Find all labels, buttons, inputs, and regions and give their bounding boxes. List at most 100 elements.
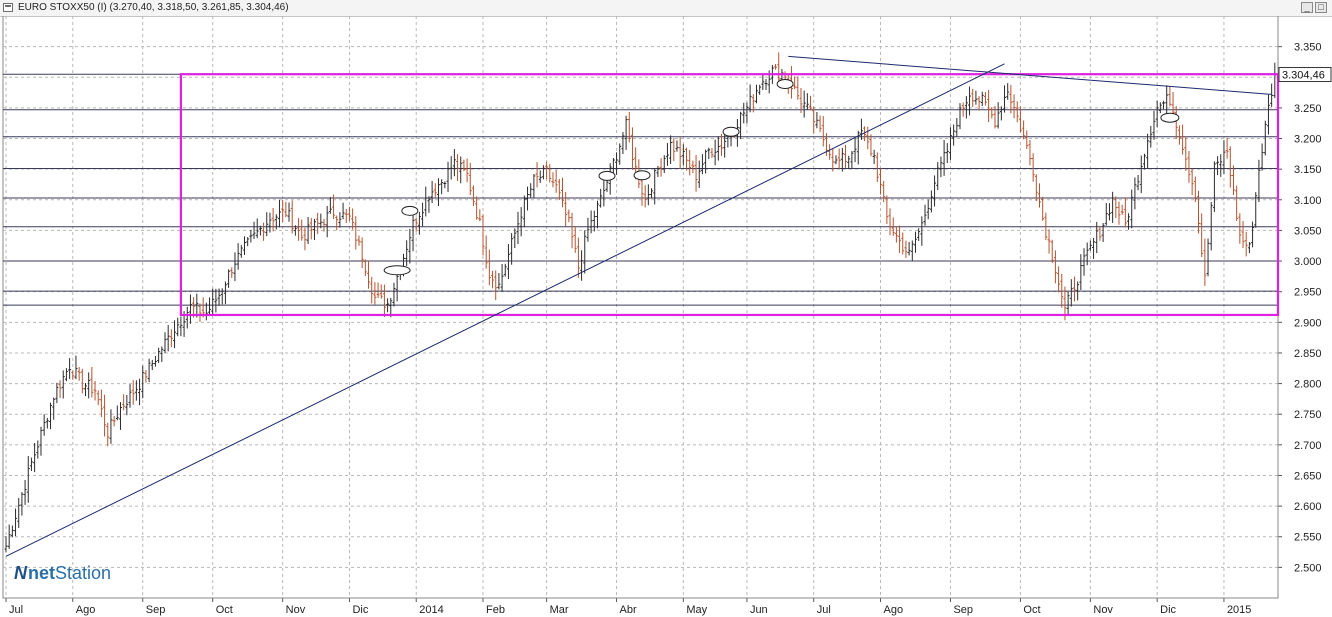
ohlc-bar bbox=[1031, 153, 1035, 182]
ohlc-bar bbox=[1079, 254, 1083, 290]
maximize-button[interactable]: □ bbox=[1315, 2, 1327, 13]
ohlc-bar bbox=[891, 217, 895, 236]
ohlc-bar bbox=[853, 137, 857, 163]
ohlc-bar bbox=[1266, 94, 1270, 135]
ohlc-bar bbox=[179, 316, 183, 337]
ohlc-bar bbox=[1177, 125, 1181, 145]
ohlc-bar bbox=[265, 212, 269, 237]
ohlc-bar bbox=[643, 185, 647, 208]
y-tick-label: 2.500 bbox=[1294, 562, 1322, 574]
ohlc-bar bbox=[754, 84, 758, 104]
ohlc-bar bbox=[999, 106, 1003, 121]
ohlc-bar bbox=[1041, 196, 1045, 221]
price-chart[interactable]: 3.3503.3003.2503.2003.1503.1003.0503.000… bbox=[0, 16, 1332, 617]
ohlc-bar bbox=[1025, 130, 1029, 149]
ohlc-bar bbox=[1088, 240, 1092, 251]
ohlc-bar bbox=[519, 207, 523, 237]
annotation-ellipse bbox=[383, 265, 411, 276]
ohlc-bar bbox=[1165, 85, 1169, 115]
ohlc-bars bbox=[4, 52, 1277, 553]
ohlc-bar bbox=[122, 394, 126, 411]
netstation-logo-mark: N bbox=[14, 563, 27, 583]
ohlc-bar bbox=[1053, 250, 1057, 284]
ohlc-bar bbox=[929, 190, 933, 213]
ohlc-bar bbox=[1006, 83, 1010, 100]
ohlc-bar bbox=[379, 284, 383, 299]
ohlc-values: (3.270,40, 3.318,50, 3.261,85, 3.304,46) bbox=[109, 2, 289, 13]
x-tick-label: Abr bbox=[620, 604, 637, 616]
ohlc-bar bbox=[427, 196, 431, 213]
ohlc-bar bbox=[599, 188, 603, 208]
ohlc-bar bbox=[1127, 213, 1131, 230]
ohlc-bar bbox=[1228, 146, 1232, 188]
x-tick-label: 2015 bbox=[1227, 604, 1251, 616]
ohlc-bar bbox=[103, 394, 107, 437]
ohlc-bar bbox=[367, 260, 371, 289]
ohlc-bar bbox=[36, 440, 40, 459]
ohlc-bar bbox=[233, 252, 237, 282]
ohlc-bar bbox=[309, 217, 313, 240]
ohlc-bar bbox=[710, 147, 714, 158]
ohlc-bar bbox=[494, 270, 498, 301]
x-tick-label: Mar bbox=[550, 604, 569, 616]
ohlc-bar bbox=[653, 168, 657, 205]
ohlc-bar bbox=[968, 86, 972, 116]
ohlc-bar bbox=[650, 188, 654, 198]
ohlc-bar bbox=[875, 152, 879, 182]
annotation-ellipse bbox=[776, 79, 794, 90]
ohlc-bar bbox=[917, 228, 921, 242]
ohlc-bar bbox=[1047, 229, 1051, 254]
ohlc-bar bbox=[96, 390, 100, 406]
ohlc-bar bbox=[363, 259, 367, 277]
ohlc-bar bbox=[93, 380, 97, 401]
ohlc-bar bbox=[1123, 197, 1127, 228]
instrument-name: EURO STOXX50 (I) bbox=[18, 2, 107, 13]
x-tick-label: Dic bbox=[352, 604, 368, 616]
ohlc-bar bbox=[1044, 212, 1048, 241]
ohlc-bar bbox=[1244, 231, 1248, 257]
y-tick-label: 2.700 bbox=[1294, 440, 1322, 452]
ohlc-bar bbox=[1219, 154, 1223, 177]
ohlc-bar bbox=[90, 367, 94, 398]
ohlc-bar bbox=[405, 240, 409, 267]
ohlc-bar bbox=[1225, 137, 1229, 159]
ohlc-bar bbox=[920, 216, 924, 246]
y-tick-label: 2.750 bbox=[1294, 409, 1322, 421]
ohlc-bar bbox=[713, 139, 717, 166]
ohlc-bar bbox=[952, 124, 956, 146]
ohlc-bar bbox=[1174, 106, 1178, 139]
ohlc-bar bbox=[971, 88, 975, 107]
ohlc-bar bbox=[669, 135, 673, 164]
ohlc-bar bbox=[500, 263, 504, 292]
range-rectangle bbox=[179, 73, 1280, 317]
ohlc-bar bbox=[1209, 202, 1213, 251]
ohlc-bar bbox=[138, 378, 142, 406]
ohlc-bar bbox=[834, 155, 838, 165]
ohlc-bar bbox=[258, 225, 262, 236]
ohlc-bar bbox=[910, 240, 914, 261]
ohlc-bar bbox=[1158, 102, 1162, 114]
ohlc-bar bbox=[796, 76, 800, 100]
ohlc-bar bbox=[481, 214, 485, 256]
ohlc-bar bbox=[958, 103, 962, 130]
ohlc-bar bbox=[1222, 140, 1226, 174]
ohlc-bar bbox=[223, 281, 227, 305]
ohlc-bar bbox=[1066, 291, 1070, 315]
ohlc-bar bbox=[503, 263, 507, 277]
ohlc-bar bbox=[1072, 276, 1076, 302]
ohlc-bar bbox=[249, 230, 253, 243]
minimize-button[interactable]: _ bbox=[1301, 2, 1313, 13]
ohlc-bar bbox=[1257, 159, 1261, 203]
ohlc-bar bbox=[45, 417, 49, 429]
ohlc-bar bbox=[583, 230, 587, 274]
ohlc-bar bbox=[1238, 213, 1242, 244]
ohlc-bar bbox=[166, 325, 170, 352]
ohlc-bar bbox=[14, 508, 18, 537]
ohlc-bar bbox=[580, 250, 584, 281]
trendline bbox=[788, 55, 1272, 95]
ohlc-bar bbox=[411, 211, 415, 252]
ohlc-bar bbox=[176, 317, 180, 337]
ohlc-bar bbox=[239, 244, 243, 258]
ohlc-bar bbox=[160, 346, 164, 362]
ohlc-bar bbox=[335, 215, 339, 231]
